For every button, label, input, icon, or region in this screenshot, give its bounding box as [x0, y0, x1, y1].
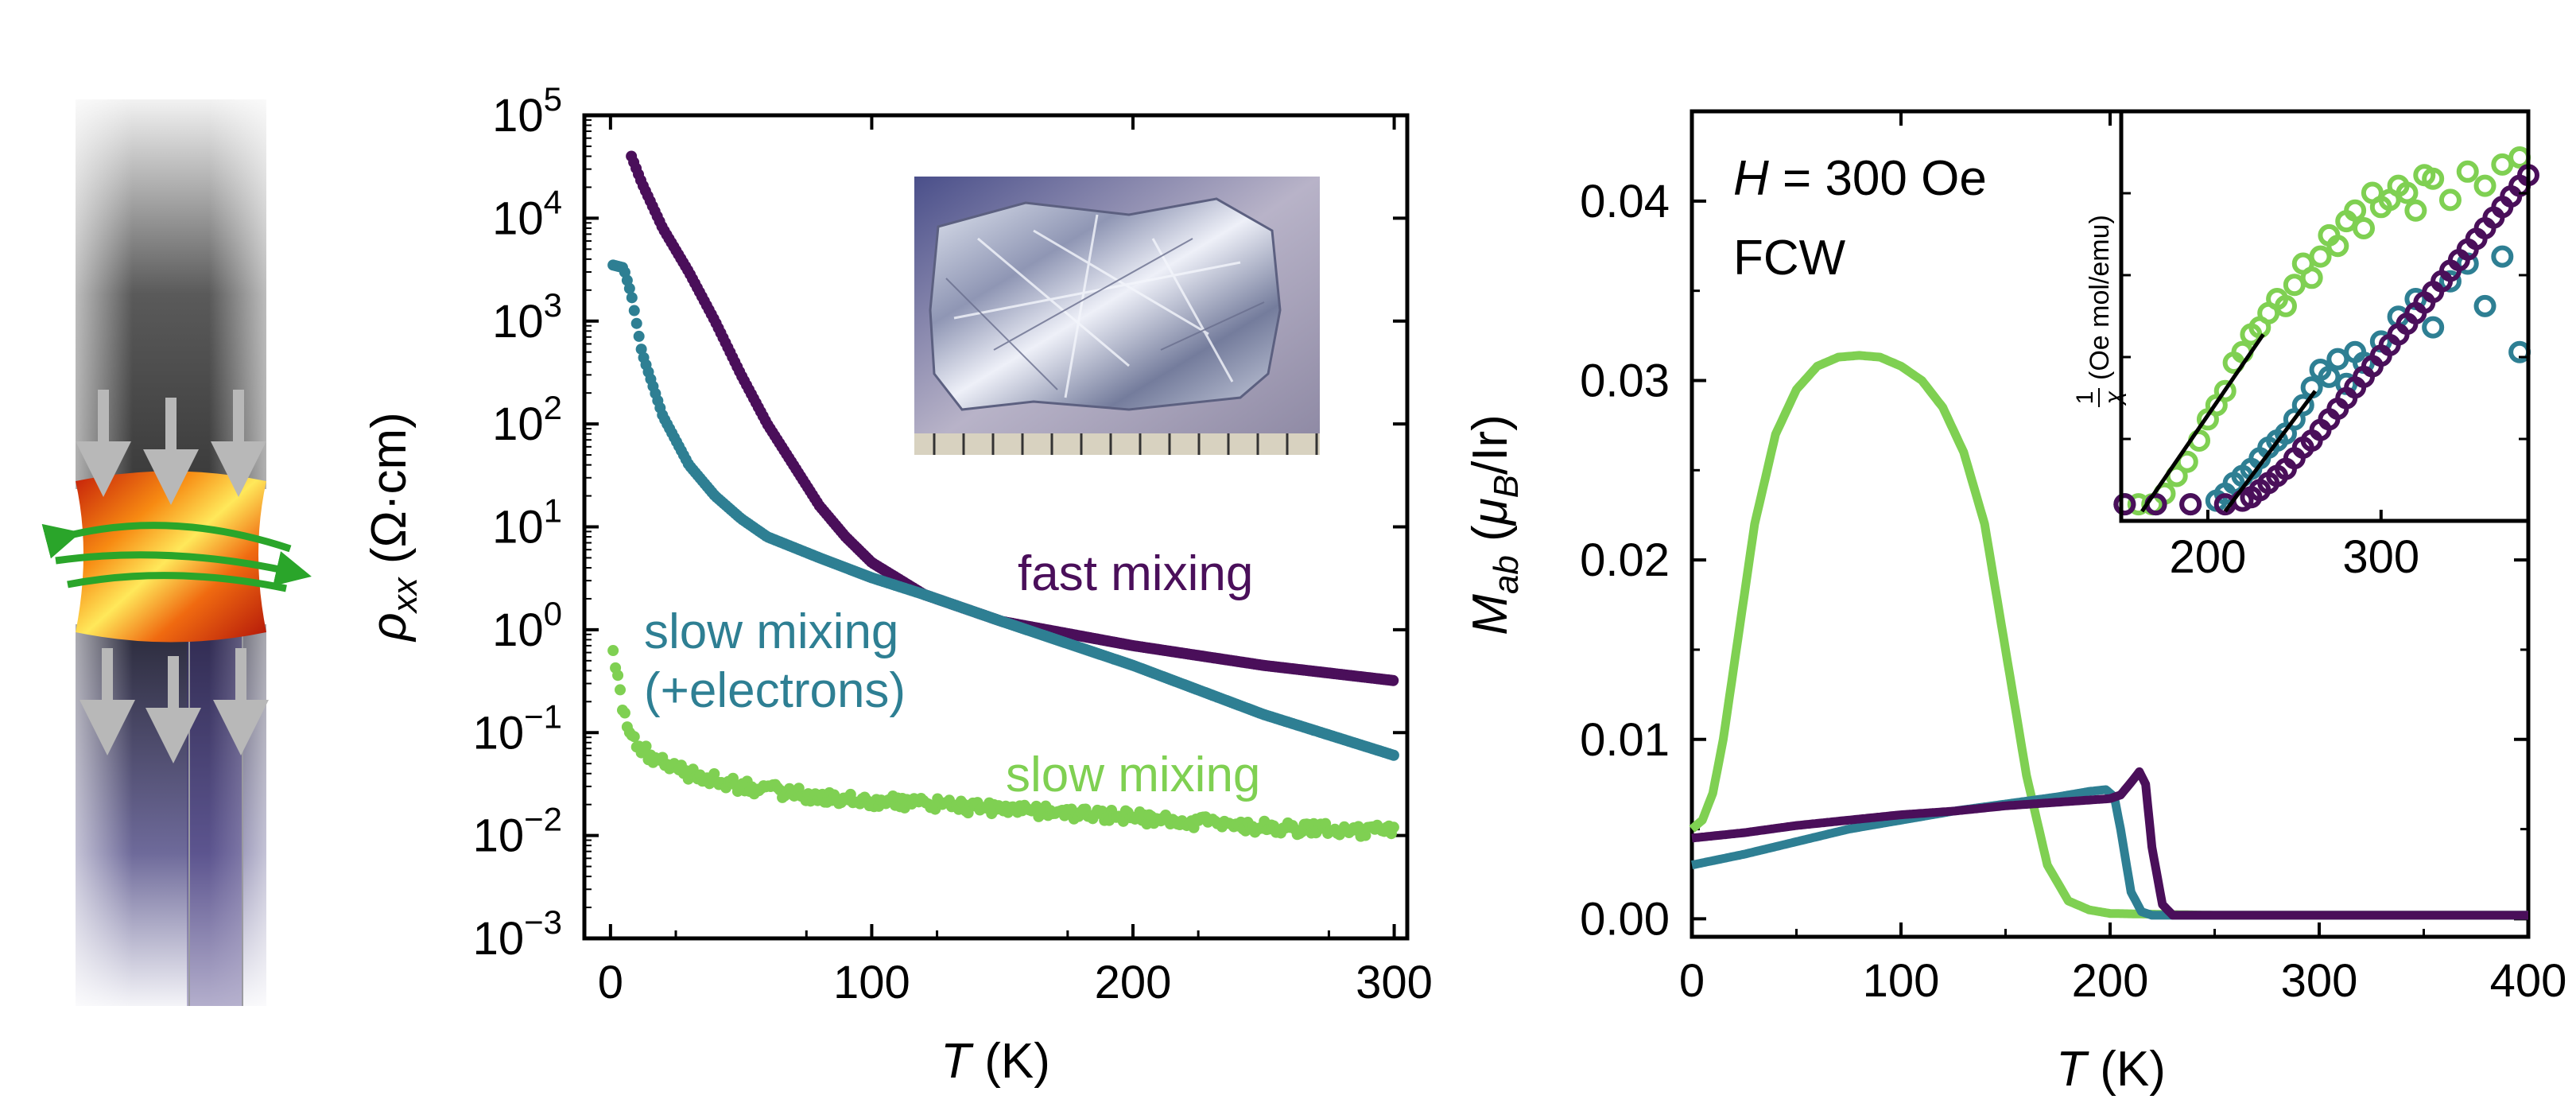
svg-text:χ: χ — [2101, 390, 2127, 406]
series-label-slow-mixing-electrons: slow mixing (+electrons) — [644, 604, 913, 718]
resistivity-x-axis-label: T (K) — [941, 1034, 1050, 1089]
inset-point — [2456, 160, 2479, 183]
protocol-annotation: FCW — [1733, 231, 1846, 285]
magnetization-curve-2 — [1690, 767, 2531, 920]
resistivity-y-tick-label: 10−2 — [473, 801, 562, 862]
resistivity-y-tick-label: 104 — [492, 183, 562, 244]
magnetization-curve-1 — [1690, 785, 2531, 920]
float-zone-rod-icon — [41, 99, 312, 1006]
inset-point — [2344, 199, 2367, 222]
inverse-susceptibility-inset: 1 χ (Oe mol/emu) — [2072, 109, 2539, 523]
crystal-photo-inset — [914, 177, 1320, 455]
magnetization-panel: 0 100 200 300 400 0.00 0.01 0.02 0.03 0.04 H = 30… — [1463, 109, 2567, 1097]
inset-point — [2213, 379, 2237, 402]
series-label-fast-mixing: fast mixing — [1018, 546, 1253, 601]
resistivity-point — [628, 305, 640, 317]
resistivity-y-tick-label: 101 — [492, 492, 562, 553]
inset-fit-line — [2140, 333, 2265, 513]
resistivity-point — [630, 317, 642, 329]
resistivity-point — [1387, 749, 1399, 761]
resistivity-point — [1387, 821, 1399, 833]
inset-point — [2113, 493, 2136, 516]
magnetization-x-tick-label: 100 — [1863, 955, 1940, 1007]
inset-point — [2353, 217, 2376, 239]
inset-x-tick-label: 300 — [2342, 531, 2419, 583]
field-annotation: H = 300 Oe — [1733, 151, 1987, 206]
svg-text:1: 1 — [2072, 391, 2098, 405]
magnetization-x-tick-label: 400 — [2490, 955, 2567, 1007]
resistivity-panel: 0 100 200 300 10−3 10−2 10−1 100 101 102 103 104 105 — [362, 80, 1433, 1089]
resistivity-y-tick-label: 10−3 — [473, 903, 562, 965]
resistivity-point — [1387, 674, 1399, 686]
magnetization-y-tick-label: 0.00 — [1580, 893, 1670, 945]
magnetization-y-tick-label: 0.03 — [1580, 355, 1670, 406]
resistivity-point — [626, 292, 638, 304]
inset-point — [2422, 167, 2445, 190]
resistivity-y-tick-label: 105 — [492, 80, 562, 142]
resistivity-x-tick-label: 300 — [1356, 957, 1433, 1008]
inset-point — [2438, 270, 2462, 293]
resistivity-series-2 — [607, 645, 1399, 842]
resistivity-y-tick-label: 100 — [492, 595, 562, 656]
resistivity-y-tick-label: 10−1 — [473, 697, 562, 759]
inset-point — [2309, 245, 2332, 268]
inset-point — [2326, 235, 2349, 258]
magnetization-x-tick-label: 300 — [2281, 955, 2358, 1007]
magnetization-x-axis-label: T (K) — [2056, 1042, 2166, 1097]
inset-point — [2422, 316, 2445, 339]
magnetization-x-tick-label: 200 — [2072, 955, 2149, 1007]
resistivity-point — [628, 731, 640, 743]
svg-text:(Oe mol/emu): (Oe mol/emu) — [2085, 215, 2115, 380]
inset-point — [2179, 493, 2202, 516]
inset-series-2 — [2113, 164, 2539, 516]
resistivity-x-tick-label: 0 — [598, 957, 623, 1008]
magnetization-y-tick-label: 0.01 — [1580, 714, 1670, 766]
inset-x-tick-label: 200 — [2170, 531, 2247, 583]
resistivity-point — [612, 670, 624, 682]
inset-fit-line — [2223, 390, 2318, 513]
magnetization-y-axis-label: Mab (μB/Ir) — [1463, 414, 1526, 635]
inset-point — [2404, 199, 2427, 222]
inset-point — [2300, 266, 2323, 289]
resistivity-y-tick-label: 102 — [492, 389, 562, 450]
inset-point — [2473, 294, 2496, 317]
resistivity-point — [640, 740, 652, 752]
resistivity-y-tick-label: 103 — [492, 286, 562, 348]
resistivity-point — [635, 344, 647, 355]
inset-point — [2491, 245, 2514, 268]
resistivity-point — [615, 684, 627, 696]
resistivity-point — [619, 707, 630, 719]
inset-point — [2274, 294, 2297, 317]
resistivity-x-tick-label: 100 — [833, 957, 910, 1008]
magnetization-x-tick-label: 0 — [1679, 955, 1705, 1007]
inset-point — [2473, 174, 2496, 197]
resistivity-series-1 — [607, 259, 1399, 761]
series-label-slow-mixing: slow mixing — [1006, 748, 1260, 802]
inset-point — [2438, 188, 2462, 212]
inset-point — [2291, 394, 2314, 417]
inset-frame — [2119, 109, 2531, 523]
resistivity-x-tick-label: 200 — [1095, 957, 1172, 1008]
magnetization-y-tick-label: 0.04 — [1580, 176, 1670, 227]
inset-y-axis-label: 1 χ (Oe mol/emu) — [2072, 215, 2127, 407]
inset-point — [2396, 181, 2419, 204]
resistivity-y-axis-label: ρxx (Ω·cm) — [362, 412, 425, 643]
resistivity-point — [633, 330, 645, 342]
magnetization-y-tick-label: 0.02 — [1580, 534, 1670, 586]
resistivity-point — [623, 282, 635, 294]
resistivity-point — [607, 645, 619, 657]
